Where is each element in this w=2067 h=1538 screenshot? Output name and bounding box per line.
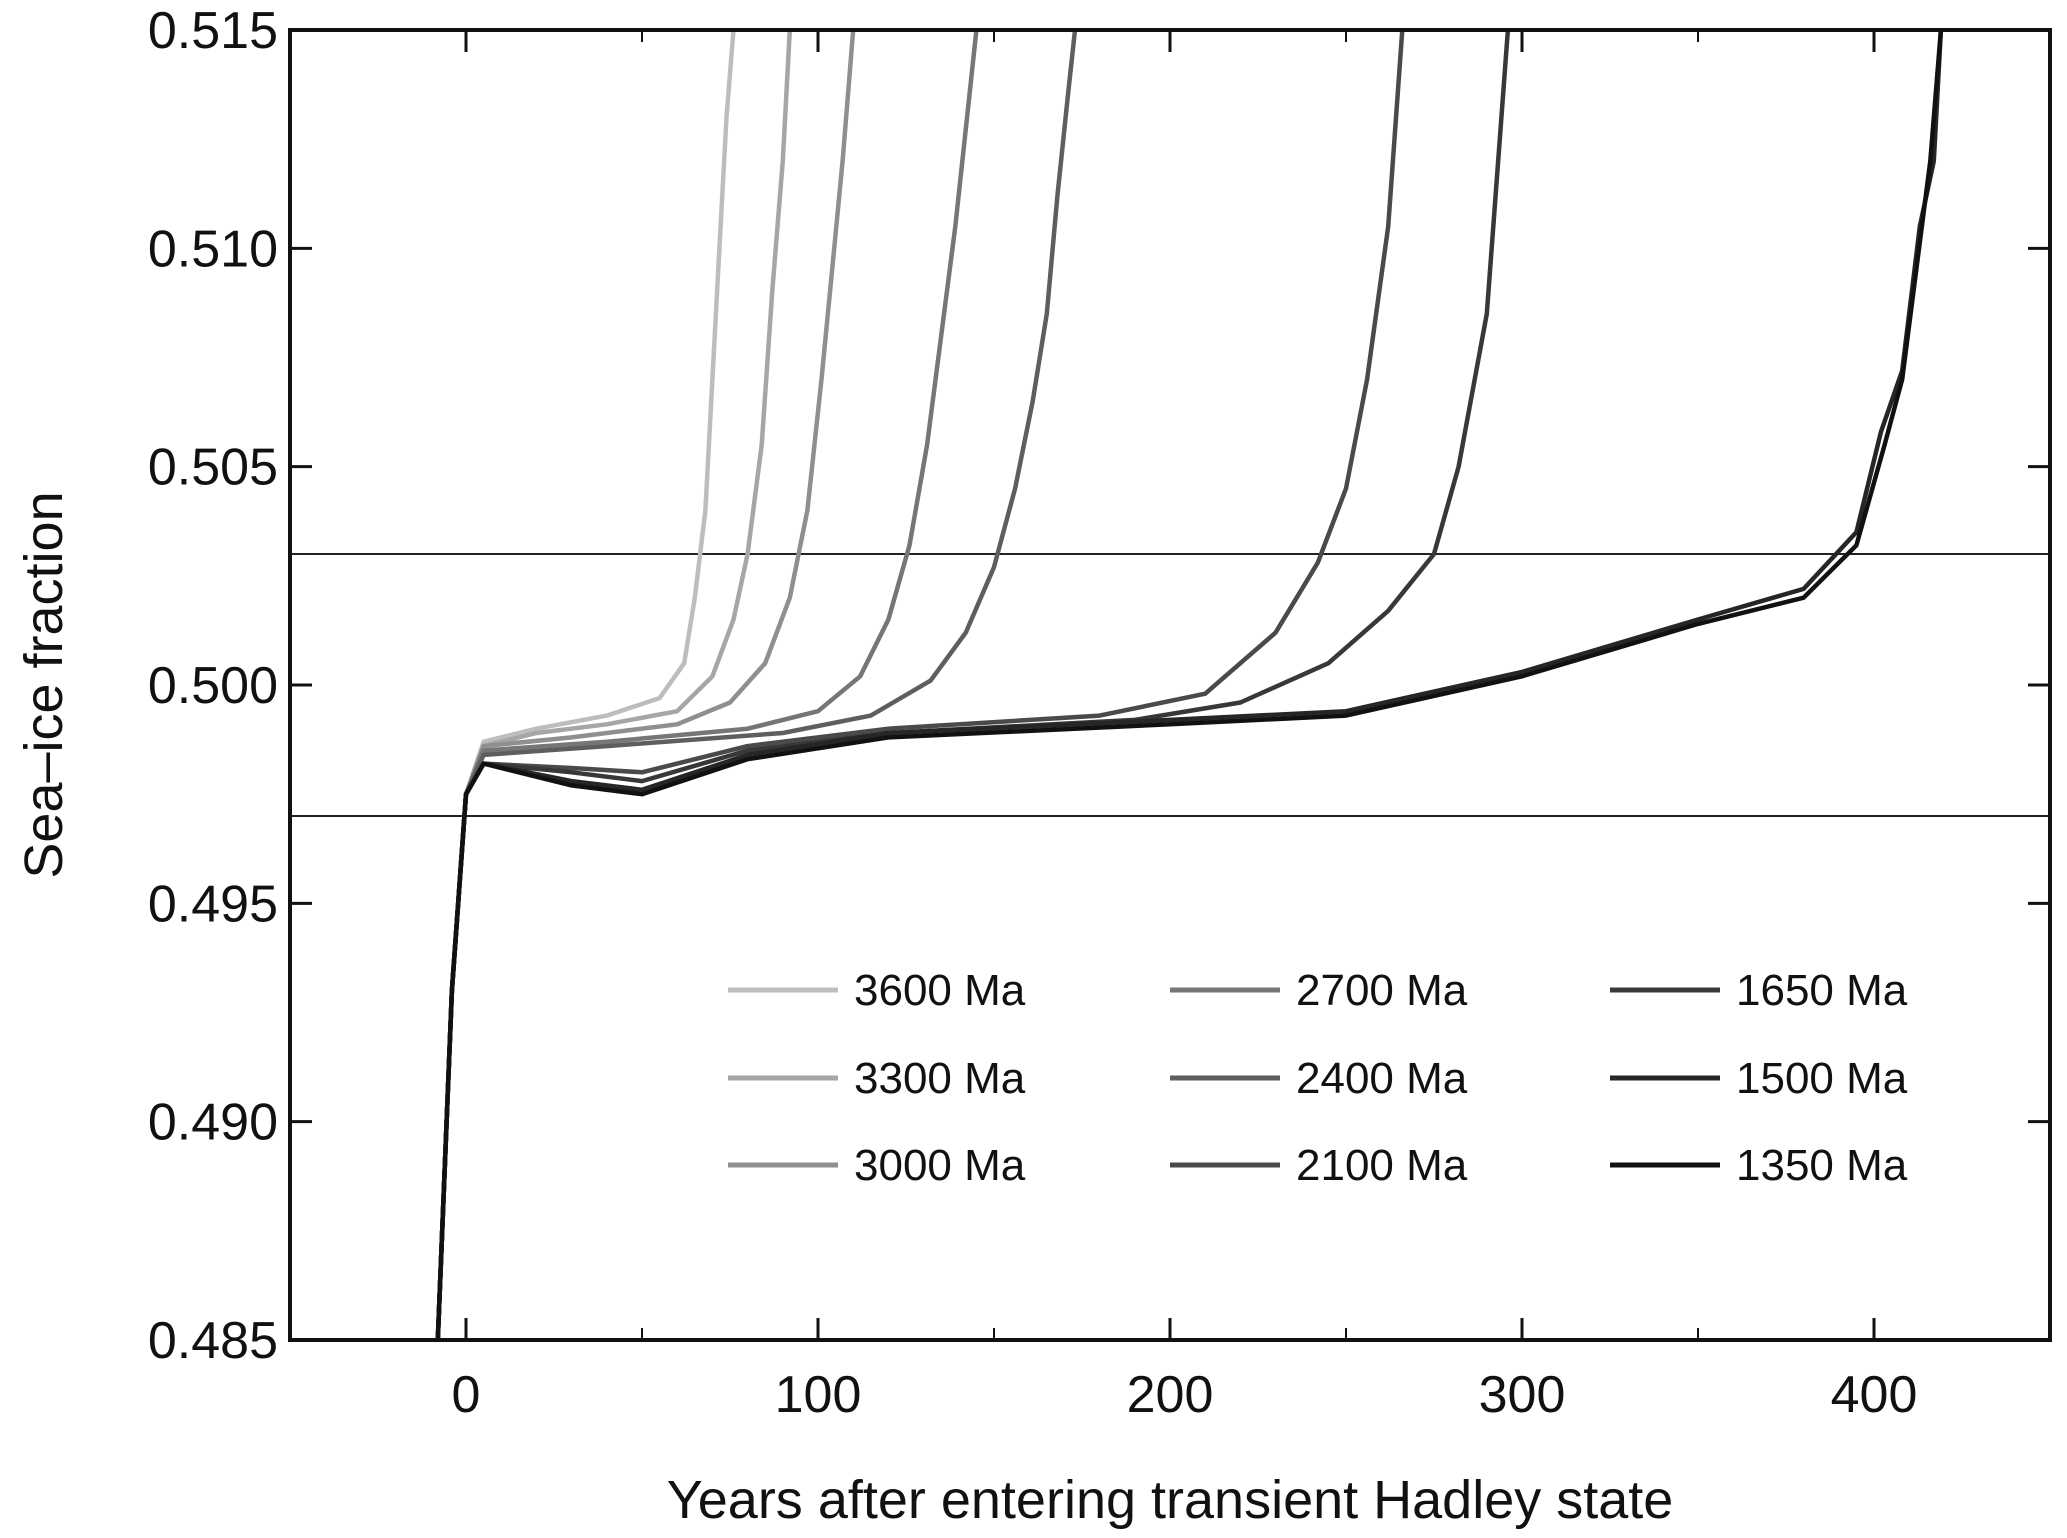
legend-label-8: 1350 Ma: [1736, 1141, 1908, 1190]
y-tick-label: 0.505: [148, 439, 278, 497]
reference-lines: [290, 553, 2050, 817]
legend-label-1: 3300 Ma: [854, 1054, 1026, 1103]
legend-label-3: 2700 Ma: [1296, 966, 1468, 1015]
legend-label-0: 3600 Ma: [854, 966, 1026, 1015]
x-tick-label: 400: [1831, 1366, 1918, 1424]
x-tick-label: 100: [775, 1366, 862, 1424]
series-line-3600-ma: [435, 30, 736, 1340]
legend-label-2: 3000 Ma: [854, 1141, 1026, 1190]
legend: 3600 Ma 3300 Ma 3000 Ma 2700 Ma 2400 Ma 2100 …: [728, 966, 1908, 1190]
y-tick-label: 0.485: [148, 1312, 278, 1370]
y-tick-label: 0.500: [148, 657, 278, 715]
y-tick-label: 0.510: [148, 220, 278, 278]
x-axis-title: Years after entering transient Hadley st…: [667, 1470, 1674, 1530]
legend-label-7: 1500 Ma: [1736, 1054, 1908, 1103]
legend-label-6: 1650 Ma: [1736, 966, 1908, 1015]
x-axis: 0 100 200 300 400: [289, 30, 2051, 1424]
series-lines: [435, 30, 1944, 1340]
series-line-3000-ma: [435, 30, 856, 1340]
x-tick-label: 0: [452, 1366, 481, 1424]
x-tick-label: 200: [1127, 1366, 1214, 1424]
y-axis-title: Sea–ice fraction: [14, 491, 74, 878]
y-tick-label: 0.490: [148, 1094, 278, 1152]
series-line-1500-ma: [435, 30, 1944, 1340]
series-line-1350-ma: [435, 30, 1944, 1340]
legend-label-4: 2400 Ma: [1296, 1054, 1468, 1103]
y-tick-label: 0.495: [148, 875, 278, 933]
legend-label-5: 2100 Ma: [1296, 1141, 1468, 1190]
y-tick-label: 0.515: [148, 2, 278, 60]
x-tick-label: 300: [1479, 1366, 1566, 1424]
series-line-3300-ma: [435, 30, 793, 1340]
y-axis: 0.485 0.490 0.495 0.500 0.505 0.510 0.515: [148, 2, 2050, 1370]
